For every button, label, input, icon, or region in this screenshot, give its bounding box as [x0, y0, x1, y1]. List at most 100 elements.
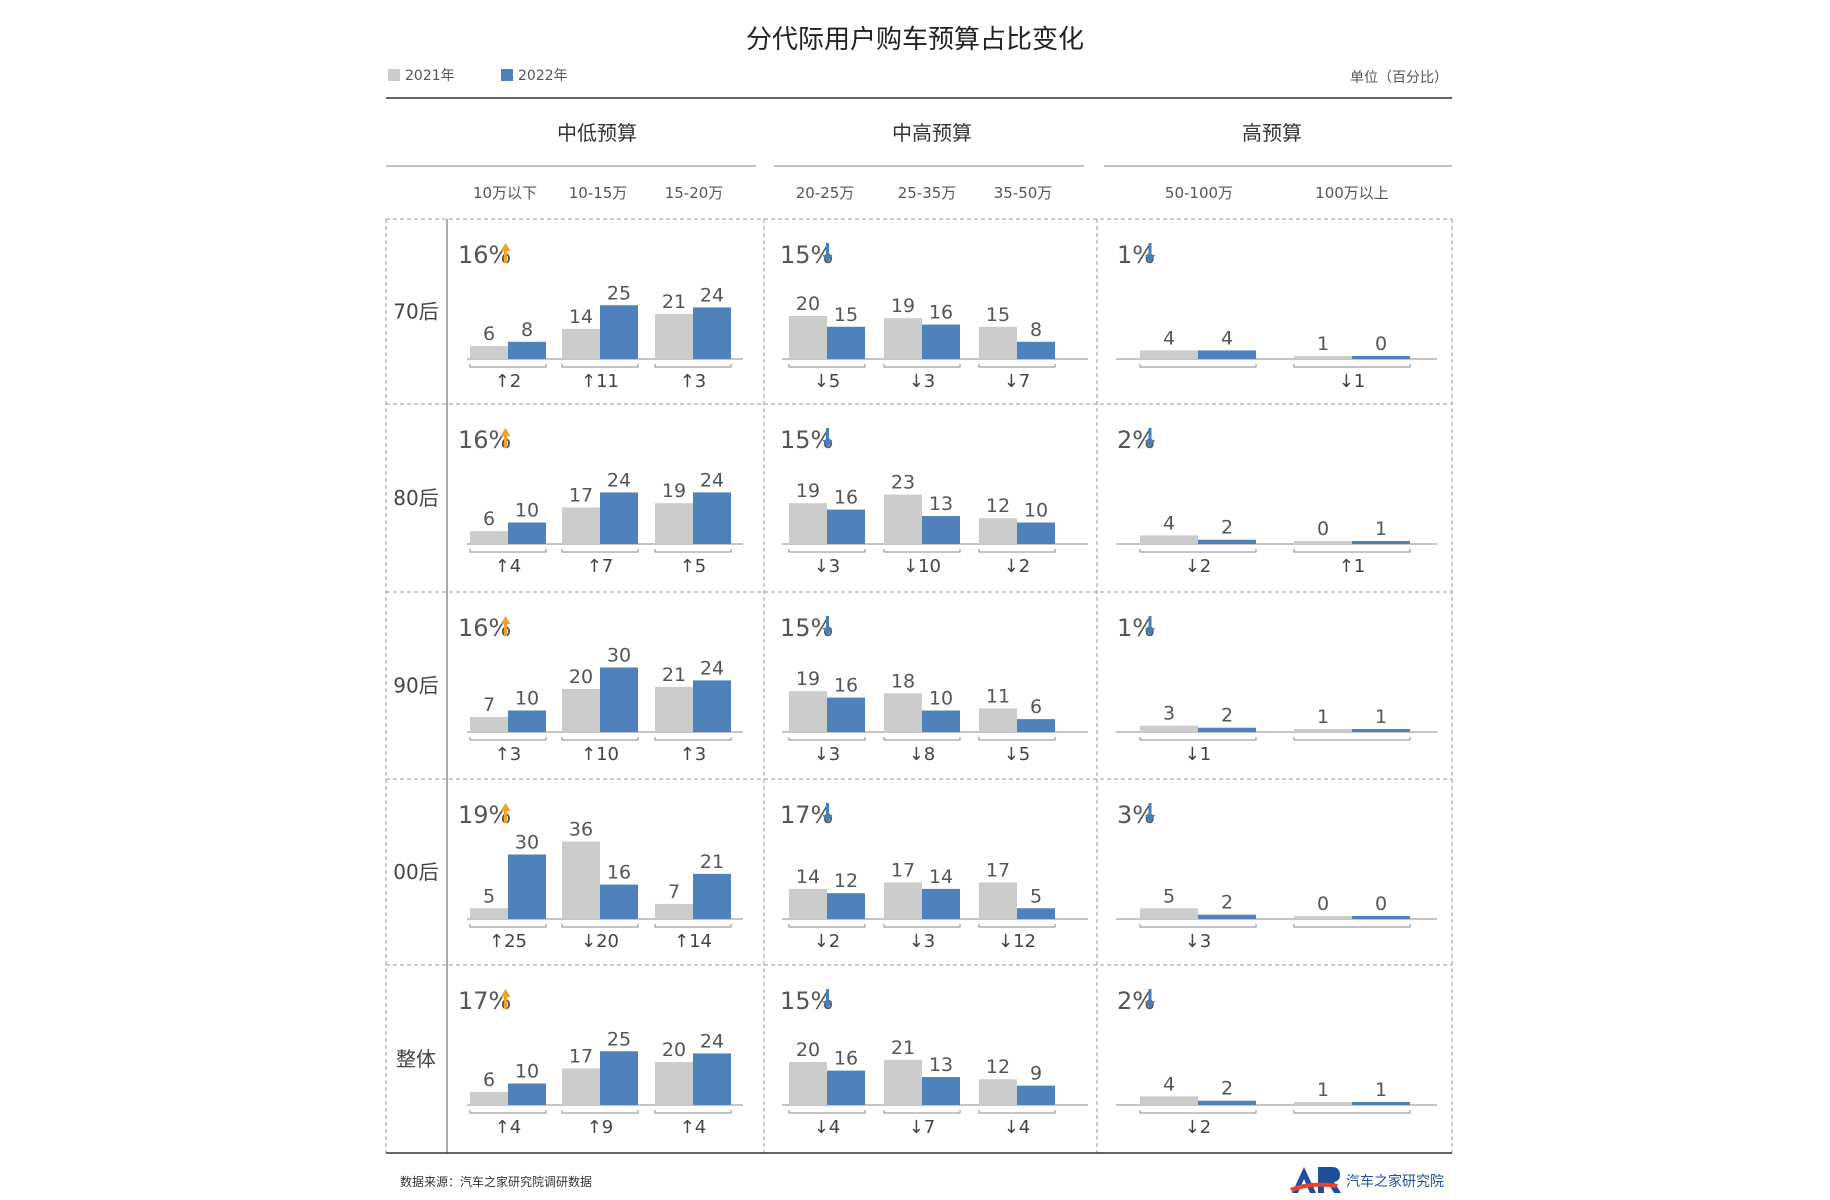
value-label-2021-3-3: 14	[796, 866, 820, 888]
value-label-2022-1-2: 24	[700, 469, 724, 491]
bar-2021-0-0	[470, 346, 508, 359]
value-label-2021-3-7: 0	[1317, 893, 1329, 915]
group-trend-down-icon-3-1	[822, 803, 833, 823]
bar-2021-1-5	[979, 518, 1017, 544]
change-bracket-0-4	[883, 364, 961, 368]
change-label-4-3: ↓4	[814, 1117, 841, 1138]
bar-2021-0-3	[789, 316, 827, 359]
change-bracket-3-0	[469, 924, 547, 928]
change-bracket-3-3	[788, 924, 866, 928]
bar-2021-3-1	[562, 841, 600, 919]
bar-2022-2-1	[600, 667, 638, 732]
change-bracket-1-4	[883, 549, 961, 553]
change-label-2-6: ↓1	[1185, 744, 1212, 765]
change-bracket-4-2	[654, 1110, 732, 1114]
bar-2021-0-1	[562, 328, 600, 359]
change-label-1-0: ↑4	[495, 556, 522, 577]
bar-2022-4-3	[827, 1070, 865, 1105]
change-bracket-2-5	[978, 737, 1056, 741]
chart-title: 分代际用户购车预算占比变化	[746, 25, 1084, 55]
bar-2022-1-4	[922, 516, 960, 544]
value-label-2021-2-7: 1	[1317, 706, 1329, 728]
change-label-3-6: ↓3	[1185, 931, 1212, 952]
group-trend-down-icon-1-1	[822, 428, 833, 448]
value-label-2022-4-0: 10	[515, 1061, 539, 1083]
group-header-low: 中低预算	[557, 121, 637, 145]
change-bracket-1-5	[978, 549, 1056, 553]
group-trend-down-icon-0-2	[1145, 243, 1155, 263]
bar-2021-1-2	[655, 503, 693, 544]
value-label-2021-4-6: 4	[1163, 1073, 1175, 1095]
category-label-7: 100万以上	[1315, 184, 1389, 202]
bar-2022-1-2	[693, 492, 731, 544]
bar-2021-0-7	[1294, 356, 1352, 359]
group-trend-up-icon-4-0	[500, 989, 511, 1009]
value-label-2022-4-4: 13	[929, 1054, 953, 1076]
bar-2021-4-4	[884, 1059, 922, 1105]
change-bracket-0-5	[978, 364, 1056, 368]
change-label-4-4: ↓7	[909, 1117, 936, 1138]
bar-2022-2-0	[508, 710, 546, 732]
change-label-4-5: ↓4	[1004, 1117, 1031, 1138]
bar-2021-1-4	[884, 494, 922, 544]
change-bracket-4-6	[1139, 1110, 1257, 1114]
value-label-2021-3-6: 5	[1163, 885, 1175, 907]
change-label-2-4: ↓8	[909, 744, 936, 765]
value-label-2022-1-7: 1	[1375, 518, 1387, 540]
bar-2021-3-4	[884, 882, 922, 919]
legend-label-2021: 2021年	[405, 68, 455, 84]
source-note: 数据来源：汽车之家研究院调研数据	[400, 1174, 592, 1189]
value-label-2021-4-1: 17	[569, 1045, 593, 1067]
logo-mark-r	[1318, 1167, 1341, 1193]
group-trend-up-icon-1-0	[500, 428, 511, 448]
value-label-2021-2-1: 20	[569, 666, 593, 688]
group-header-mid: 中高预算	[892, 121, 972, 145]
row-label-4: 整体	[396, 1047, 436, 1071]
bar-2022-0-5	[1017, 341, 1055, 359]
bar-2022-0-7	[1352, 356, 1410, 359]
value-label-2021-0-4: 19	[891, 295, 915, 317]
bar-2022-4-5	[1017, 1085, 1055, 1105]
value-label-2022-4-6: 2	[1221, 1078, 1233, 1100]
value-label-2021-2-2: 21	[662, 664, 686, 686]
change-bracket-3-5	[978, 924, 1056, 928]
bar-2022-3-5	[1017, 908, 1055, 919]
change-label-0-1: ↑11	[581, 371, 619, 392]
change-label-3-5: ↓12	[998, 931, 1036, 952]
change-label-0-7: ↓1	[1339, 371, 1366, 392]
value-label-2022-2-3: 16	[834, 675, 858, 697]
change-bracket-2-4	[883, 737, 961, 741]
change-label-0-3: ↓5	[814, 371, 841, 392]
bar-2021-4-7	[1294, 1102, 1352, 1105]
bar-2022-2-3	[827, 697, 865, 732]
value-label-2021-3-4: 17	[891, 859, 915, 881]
value-label-2022-0-4: 16	[929, 302, 953, 324]
value-label-2022-3-2: 21	[700, 851, 724, 873]
bar-2021-2-7	[1294, 729, 1352, 732]
bar-2021-2-5	[979, 708, 1017, 732]
value-label-2021-1-6: 4	[1163, 512, 1175, 534]
value-label-2022-1-3: 16	[834, 487, 858, 509]
bar-2022-3-0	[508, 854, 546, 919]
value-label-2021-2-0: 7	[483, 694, 495, 716]
value-label-2022-3-3: 12	[834, 870, 858, 892]
bar-2021-0-5	[979, 326, 1017, 359]
change-bracket-1-2	[654, 549, 732, 553]
bar-2021-3-0	[470, 908, 508, 919]
value-label-2022-3-6: 2	[1221, 892, 1233, 914]
bar-2021-3-3	[789, 888, 827, 919]
group-summary-0-0: 16%	[458, 241, 511, 269]
value-label-2021-3-1: 36	[569, 819, 593, 841]
value-label-2022-4-1: 25	[607, 1028, 631, 1050]
group-trend-down-icon-4-1	[822, 989, 833, 1009]
group-trend-down-icon-2-1	[822, 616, 833, 636]
category-label-3: 20-25万	[796, 184, 855, 202]
group-trend-up-icon-0-0	[500, 243, 511, 263]
change-bracket-1-6	[1139, 549, 1257, 553]
change-bracket-1-0	[469, 549, 547, 553]
value-label-2022-0-7: 0	[1375, 333, 1387, 355]
bar-2022-0-2	[693, 307, 731, 359]
value-label-2022-0-6: 4	[1221, 327, 1233, 349]
change-label-3-1: ↓20	[581, 931, 619, 952]
change-label-1-6: ↓2	[1185, 556, 1212, 577]
